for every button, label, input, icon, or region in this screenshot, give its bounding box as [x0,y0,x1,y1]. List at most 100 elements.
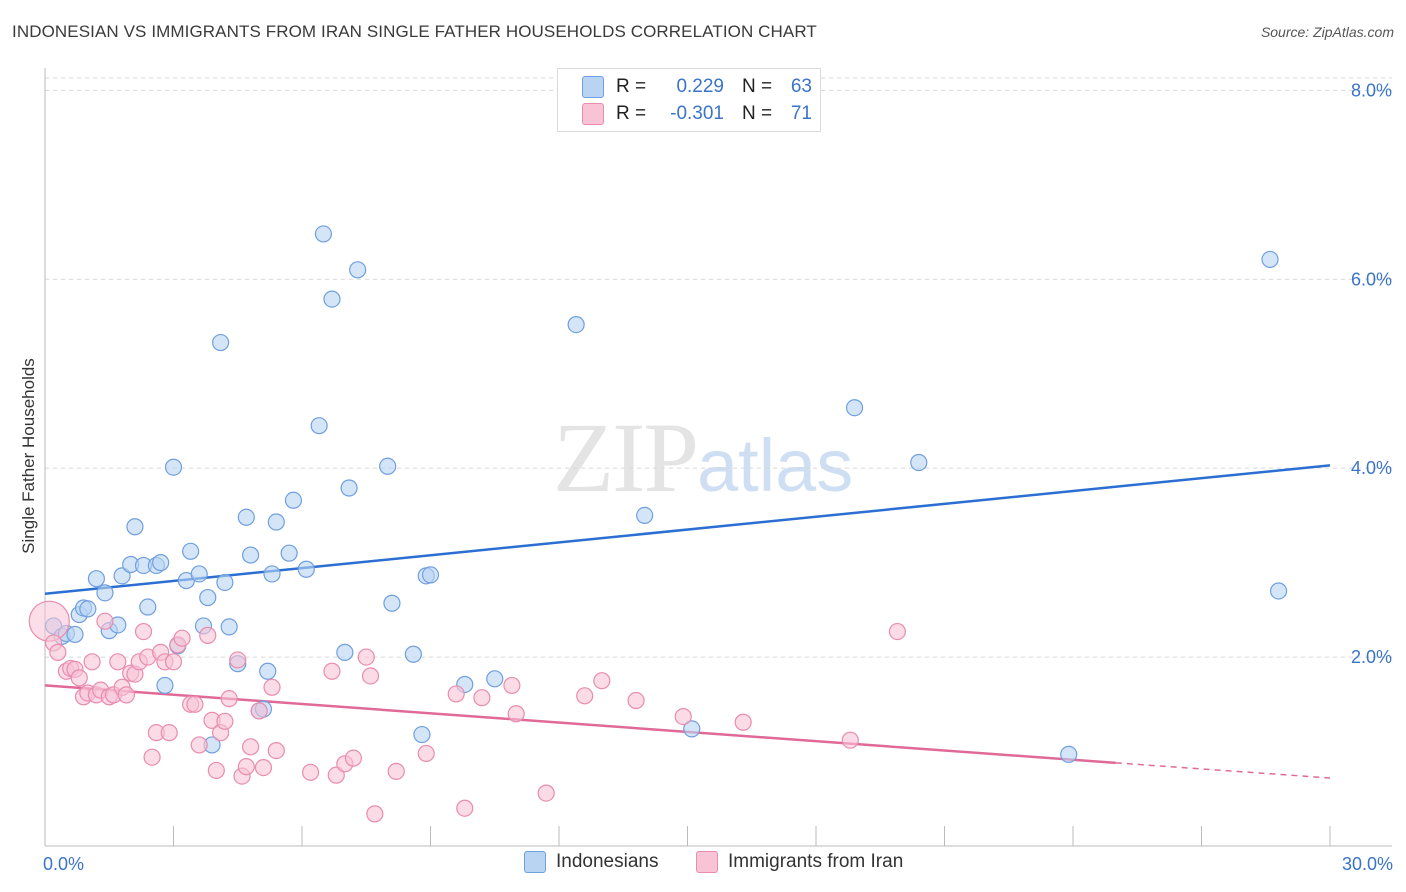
y-tick-label: 4.0% [1351,458,1392,478]
point-indonesians [267,513,285,531]
point-indonesians [1269,582,1288,600]
x-tick-label: 0.0% [43,854,84,874]
point-iran [456,799,474,817]
legend-row-iran: R = -0.301 N = 71 [582,102,812,126]
x-tick-label: 30.0% [1342,854,1393,874]
y-tick-label: 2.0% [1351,647,1392,667]
point-indonesians [263,565,281,583]
point-indonesians [220,618,238,636]
point-indonesians [379,457,397,475]
point-iran [576,687,594,705]
point-iran [216,712,234,730]
point-iran [49,643,67,661]
point-indonesians [152,554,170,572]
point-iran [28,600,70,642]
point-iran [237,758,255,776]
point-iran [229,651,247,669]
watermark-atlas: atlas [697,424,854,507]
legend-r-label: R = [616,103,647,124]
point-iran [473,689,491,707]
watermark: ZIPatlas [553,400,853,515]
point-iran [96,612,114,630]
point-indonesians [79,600,97,618]
point-iran [537,784,555,802]
trend-line-indonesians [44,464,1331,596]
y-tick-label: 6.0% [1351,269,1392,289]
point-indonesians [139,598,157,616]
point-indonesians [156,676,174,695]
legend-label-iran: Immigrants from Iran [728,851,904,872]
legend-r-label: R = [616,76,647,97]
point-indonesians [190,565,208,583]
chart-title: INDONESIAN VS IMMIGRANTS FROM IRAN SINGL… [12,22,817,41]
point-indonesians [845,399,864,417]
series-legend: Indonesians Immigrants from Iran [0,851,1406,877]
point-indonesians [87,570,106,588]
point-iran [220,690,238,708]
source-credit: Source: ZipAtlas.com [1260,24,1394,40]
point-iran [357,648,375,666]
point-indonesians [567,315,585,334]
y-axis-label: Single Father Households [19,358,38,554]
point-iran [507,705,525,723]
point-indonesians [242,546,260,564]
point-iran [160,724,178,742]
correlation-legend: R = 0.229 N = 63 R = -0.301 N = 71 [557,68,821,132]
legend-n-value: 71 [790,103,812,124]
point-iran [841,731,859,749]
point-iran [888,622,906,641]
point-indonesians [1261,250,1279,269]
point-iran [417,744,435,763]
point-iran [447,685,465,703]
tick-labels: 2.0% 4.0% 6.0% 8.0% 0.0% 30.0% [43,80,1393,874]
point-indonesians [212,333,230,352]
point-iran [503,676,521,695]
point-iran [190,736,208,754]
point-indonesians [216,573,234,592]
point-indonesians [383,594,401,612]
point-indonesians [421,566,440,584]
point-iran [70,669,88,687]
point-iran [344,749,362,767]
point-iran [267,741,285,760]
legend-label-indonesians: Indonesians [556,851,659,872]
point-indonesians [199,588,217,607]
legend-item-indonesians[interactable]: Indonesians [524,851,658,873]
point-indonesians [96,584,114,602]
point-iran [173,629,191,647]
legend-swatch-blue [582,76,604,98]
point-indonesians [340,479,358,497]
point-indonesians [284,491,303,509]
data-points [28,225,1288,823]
point-indonesians [1060,745,1078,763]
point-indonesians [310,417,328,435]
legend-item-iran[interactable]: Immigrants from Iran [696,851,903,873]
point-indonesians [182,542,200,560]
legend-swatch-pink [582,103,604,125]
legend-row-indonesians: R = 0.229 N = 63 [582,75,812,99]
point-iran [250,702,268,720]
legend-swatch-blue [524,851,546,873]
point-iran [134,622,153,641]
point-iran [327,766,345,784]
legend-n-label: N = [742,103,773,124]
legend-n-label: N = [742,76,773,97]
point-indonesians [683,720,701,738]
point-iran [254,758,273,777]
point-iran [361,667,380,685]
point-indonesians [636,506,654,524]
legend-n-value: 63 [790,76,812,97]
point-iran [199,626,217,644]
point-iran [117,686,135,704]
point-iran [263,678,281,696]
point-indonesians [259,662,277,680]
point-iran [109,653,127,671]
point-indonesians [164,458,183,476]
point-indonesians [404,645,422,663]
point-iran [366,805,384,823]
trend-line-iran-extension [1115,762,1331,779]
watermark-zip: ZIP [553,402,699,513]
point-iran [301,763,320,781]
point-iran [323,662,341,680]
